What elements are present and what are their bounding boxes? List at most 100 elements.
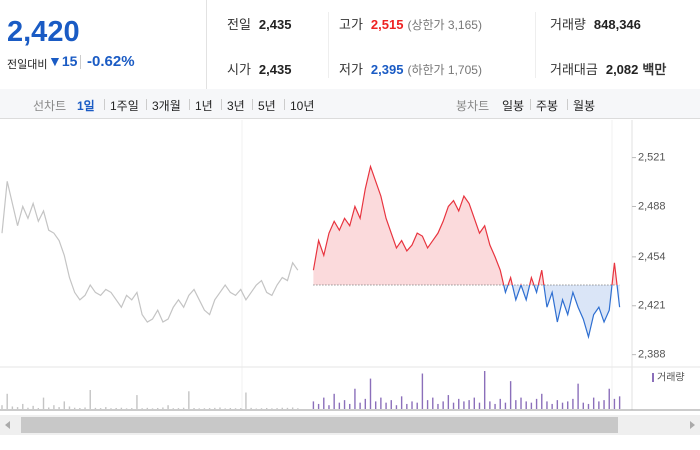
volume-bar [255, 408, 258, 409]
volume-bar [323, 397, 325, 409]
volume-bar [224, 408, 226, 409]
volume-bar [556, 400, 559, 409]
change: ▼15 [48, 53, 78, 69]
label: 거래대금 [550, 62, 598, 77]
area [313, 166, 620, 337]
volume-bar [162, 407, 164, 409]
value: 2,515 [370, 17, 404, 32]
volume-bar [167, 405, 169, 409]
scroll-thumb[interactable] [21, 417, 618, 433]
volume-bar [141, 408, 143, 409]
volume-bar [338, 402, 341, 409]
volume-bar [395, 405, 398, 409]
volume-bar [53, 405, 55, 409]
volume-bar [551, 403, 553, 409]
change-label: 전일대비 [7, 59, 48, 71]
volume-bar [125, 408, 128, 409]
volume-bar [504, 402, 507, 409]
label: 전일 [227, 17, 251, 32]
period-tab[interactable]: 1일 [77, 99, 95, 113]
volume-bar [203, 408, 206, 409]
candle-tab[interactable]: 주봉 [536, 99, 559, 113]
volume-bar [567, 401, 569, 409]
volume-bar [452, 402, 455, 409]
volume-bar [234, 408, 237, 409]
period-tab[interactable]: 3개월 [152, 99, 181, 113]
volume-bar [115, 407, 117, 409]
scroll-right[interactable] [690, 421, 695, 429]
volume-bar [240, 408, 242, 409]
separator [104, 99, 105, 110]
period-tab[interactable]: 3년 [227, 99, 245, 113]
volume-bar [400, 396, 403, 409]
volume-bar [592, 397, 595, 409]
volume-bar [271, 408, 273, 409]
volume-bar [359, 402, 361, 409]
volume-bar [193, 407, 195, 409]
volume-bar [151, 408, 154, 409]
note: (하한가 1,705) [407, 63, 482, 77]
volume-bar [146, 407, 149, 409]
price-box: 2,420 전일대비 ▼15 -0.62% [0, 0, 207, 90]
volume-bar [380, 397, 382, 409]
period-tab[interactable]: 1년 [195, 99, 213, 113]
volume-bar [390, 400, 392, 409]
volume-bar [219, 407, 221, 409]
period-tab[interactable]: 10년 [290, 99, 315, 113]
volume-bar [541, 393, 543, 409]
separator [221, 99, 222, 110]
period-tab[interactable]: 5년 [258, 99, 276, 113]
volume-bar [37, 407, 40, 409]
volume-bar [494, 403, 496, 409]
volume-bar [598, 401, 600, 409]
separator [252, 99, 253, 110]
price: 2,420 [7, 16, 80, 48]
volume-bar [94, 407, 97, 409]
volume-bar [110, 408, 112, 409]
volume-bar [250, 407, 252, 409]
volume-bar [27, 407, 29, 409]
candle-tab[interactable]: 월봉 [573, 99, 596, 113]
volume-bar [515, 400, 517, 409]
legend-label: 거래량 [657, 372, 685, 384]
volume-bar [333, 393, 335, 409]
volume-bar [437, 403, 439, 409]
volume-bar [281, 407, 283, 409]
volume-bar [317, 403, 320, 409]
volume-bar [22, 403, 24, 409]
price-line [312, 164, 621, 340]
separator [189, 99, 190, 110]
tab-bar [0, 89, 700, 119]
volume-bar [473, 397, 475, 409]
volume-bar [312, 401, 315, 409]
scroll-left[interactable] [5, 421, 10, 429]
volume-bar [442, 401, 444, 409]
candle-tab[interactable]: 일봉 [502, 99, 525, 113]
volume-bar [489, 401, 491, 409]
note: (상한가 3,165) [407, 18, 482, 32]
volume-bar [499, 398, 501, 409]
volume-bar [16, 407, 19, 409]
tab-group-label: 봉차트 [456, 99, 490, 113]
volume-bar [58, 407, 60, 409]
volume-bar [32, 405, 34, 409]
period-tab[interactable]: 1주일 [110, 99, 139, 113]
volume-bar [608, 388, 610, 409]
volume-bar [6, 393, 8, 409]
separator [530, 99, 531, 110]
value: 848,346 [593, 17, 641, 32]
volume-bar [587, 403, 590, 409]
price-line [1, 181, 299, 323]
volume-bar [525, 401, 527, 409]
y-tick-label: 2,454 [638, 251, 666, 263]
volume-bar [478, 402, 481, 409]
volume-bar [426, 400, 429, 409]
volume-bar [245, 392, 247, 409]
volume-bar [509, 381, 512, 409]
value: 2,395 [370, 62, 404, 77]
change-value: 15 [61, 53, 78, 69]
unit: 백만 [642, 62, 667, 77]
value: 2,435 [258, 17, 292, 32]
y-tick-label: 2,388 [638, 349, 666, 361]
